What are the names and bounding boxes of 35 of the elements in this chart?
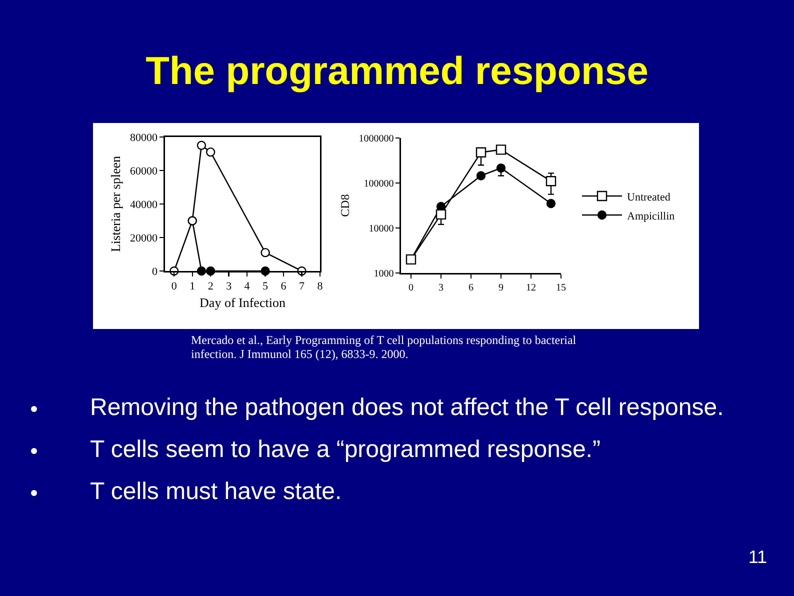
text: The programmed response [144,49,650,95]
x-tick-label: 7 [299,280,306,292]
y-tick-label: 1000000 [358,134,394,144]
y-axis-title: CD8 [338,194,352,217]
y-tick-label: 40000 [130,198,158,211]
y-tick-label: 20000 [130,232,158,244]
x-tick-label: 8 [317,280,324,292]
x-tick-label: 3 [438,282,444,294]
legend-label: Untreated [627,191,671,204]
text: Mercado et al., Early Programming of T cell populations responding to bacterial infection. J Immunol 165 (12), 6833-9. 2000. [191,333,578,361]
x-tick-label: 4 [244,280,250,292]
text: 11 [748,546,767,568]
y-tick-label: 80000 [130,132,158,144]
text: Removing the pathogen does not affect the T cell response. [90,394,724,422]
x-axis-title: Day of Infection [200,294,286,310]
y-axis-title: Listeria per spleen [108,155,124,252]
x-tick-label: 15 [556,282,566,294]
y-tick-label: 100000 [364,178,394,190]
y-tick-label: 1000 [374,268,394,280]
legend-label: Ampicillin [627,210,676,222]
x-tick-label: 12 [526,282,536,294]
x-tick-label: 1 [190,280,196,292]
x-tick-label: 2 [208,280,214,292]
y-tick-label: 10000 [368,224,394,234]
x-tick-label: 0 [408,282,414,294]
x-tick-label: 6 [468,282,474,294]
text: T cells must have state. [90,478,342,506]
text: T cells seem to have a “programmed response.” [90,436,600,464]
x-tick-label: 5 [262,280,269,292]
x-tick-label: 9 [498,282,504,294]
y-tick-label: 0 [152,266,158,278]
x-tick-label: 3 [226,280,232,292]
y-tick-label: 60000 [130,165,158,178]
x-tick-label: 0 [171,280,178,292]
x-tick-label: 6 [280,280,287,292]
